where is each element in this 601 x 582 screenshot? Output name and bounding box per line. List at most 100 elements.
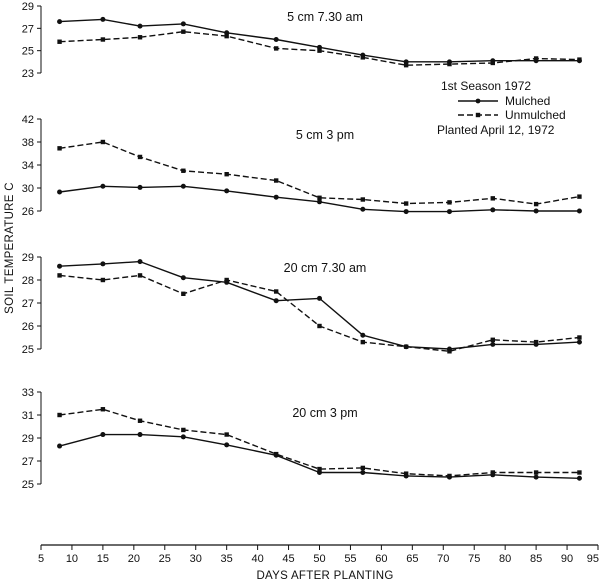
data-point-unmulched — [447, 473, 452, 479]
legend-label-mulched: Mulched — [505, 94, 550, 108]
data-point-unmulched — [181, 291, 186, 296]
data-point-unmulched — [490, 60, 495, 66]
data-point-mulched — [57, 19, 63, 25]
x-tick-label: 45 — [282, 553, 294, 565]
x-tick-label: 25 — [159, 553, 171, 565]
series-line-unmulched — [59, 274, 580, 352]
x-axis-title: DAYS AFTER PLANTING — [256, 570, 393, 582]
data-point-unmulched — [490, 337, 495, 342]
y-axis-title: SOIL TEMPERATURE C — [4, 182, 16, 314]
data-point-mulched — [57, 189, 63, 195]
x-axis: 5 10 15 20 25 30 35 40 45 50 55 60 65 70 75 80 85 90 95 — [38, 544, 599, 565]
y-tick-label: 26 — [22, 321, 34, 333]
data-point-mulched — [317, 295, 322, 301]
x-tick-label: 55 — [344, 553, 356, 565]
data-point-unmulched — [490, 470, 495, 475]
x-tick-label: 90 — [561, 553, 573, 565]
y-tick-label: 23 — [22, 68, 34, 80]
data-point-unmulched — [137, 418, 143, 423]
y-tick-label: 29 — [22, 252, 34, 264]
y-tick-label: 33 — [22, 387, 34, 399]
data-point-unmulched — [224, 172, 229, 177]
data-point-mulched — [180, 21, 186, 27]
legend: 1st Season 1972 Mulched Unmulched Plante… — [437, 79, 566, 137]
data-point-unmulched — [100, 139, 106, 145]
data-point-unmulched — [360, 339, 366, 345]
y-tick-label: 25 — [22, 479, 34, 491]
data-point-mulched — [137, 184, 143, 190]
data-point-unmulched — [57, 39, 62, 44]
panel-3: 25 26 27 28 29 20 cm 7.30 am — [22, 252, 582, 356]
data-point-mulched — [224, 442, 230, 448]
data-point-mulched — [137, 23, 143, 29]
data-point-unmulched — [533, 201, 539, 207]
data-point-mulched — [576, 208, 582, 214]
data-point-unmulched — [577, 470, 582, 475]
data-point-mulched — [100, 432, 106, 438]
data-point-mulched — [360, 332, 366, 338]
data-point-unmulched — [447, 61, 452, 67]
x-tick-label: 15 — [97, 553, 109, 565]
data-point-unmulched — [317, 195, 322, 200]
data-point-mulched — [137, 259, 143, 265]
y-tick-label: 30 — [22, 183, 34, 195]
data-point-unmulched — [137, 154, 143, 160]
y-tick-label: 27 — [22, 456, 34, 468]
legend-marker-unmulched — [475, 112, 481, 118]
legend-title: 1st Season 1972 — [441, 79, 531, 93]
data-point-unmulched — [273, 46, 279, 51]
x-tick-label: 30 — [190, 553, 202, 565]
data-point-unmulched — [447, 349, 452, 354]
data-point-mulched — [273, 37, 279, 42]
data-point-unmulched — [181, 29, 186, 34]
y-tick-label: 29 — [22, 433, 34, 445]
data-point-unmulched — [224, 432, 229, 437]
y-tick-label: 26 — [22, 206, 34, 218]
data-point-unmulched — [100, 37, 106, 42]
data-point-unmulched — [403, 471, 409, 476]
panel-title: 5 cm 3 pm — [296, 128, 354, 142]
y-tick-label: 28 — [22, 275, 34, 287]
x-tick-label: 50 — [313, 553, 325, 565]
data-point-mulched — [100, 183, 106, 189]
data-point-unmulched — [100, 277, 106, 283]
y-tick-label: 25 — [22, 344, 34, 356]
x-tick-label: 75 — [468, 553, 480, 565]
data-point-mulched — [576, 339, 582, 345]
data-point-unmulched — [181, 427, 186, 433]
data-point-mulched — [533, 208, 539, 214]
data-point-unmulched — [403, 344, 409, 349]
data-point-unmulched — [273, 289, 279, 294]
x-tick-label: 65 — [406, 553, 418, 565]
x-tick-label: 10 — [66, 553, 78, 565]
y-tick-label: 42 — [22, 114, 34, 126]
data-point-unmulched — [224, 277, 229, 283]
data-point-unmulched — [137, 35, 143, 40]
legend-planting-note: Planted April 12, 1972 — [437, 123, 555, 137]
data-point-mulched — [360, 470, 366, 475]
series-line-unmulched — [59, 141, 580, 205]
data-point-unmulched — [273, 451, 279, 457]
x-tick-label: 60 — [375, 553, 387, 565]
data-point-mulched — [576, 475, 582, 481]
x-tick-label: 85 — [530, 553, 542, 565]
y-tick-label: 34 — [22, 160, 34, 172]
data-point-unmulched — [224, 33, 229, 39]
data-point-mulched — [180, 183, 186, 189]
data-point-unmulched — [533, 339, 539, 345]
data-point-unmulched — [447, 200, 452, 205]
x-tick-label: 5 — [38, 553, 44, 565]
data-point-mulched — [224, 188, 230, 194]
data-point-mulched — [100, 261, 106, 267]
data-point-unmulched — [360, 197, 366, 202]
data-point-mulched — [100, 16, 106, 22]
y-tick-label: 27 — [22, 23, 34, 35]
data-point-mulched — [57, 263, 63, 269]
data-point-mulched — [490, 207, 496, 213]
data-point-unmulched — [137, 273, 143, 278]
data-point-mulched — [317, 199, 322, 205]
data-point-unmulched — [360, 55, 366, 60]
data-point-unmulched — [360, 465, 366, 471]
